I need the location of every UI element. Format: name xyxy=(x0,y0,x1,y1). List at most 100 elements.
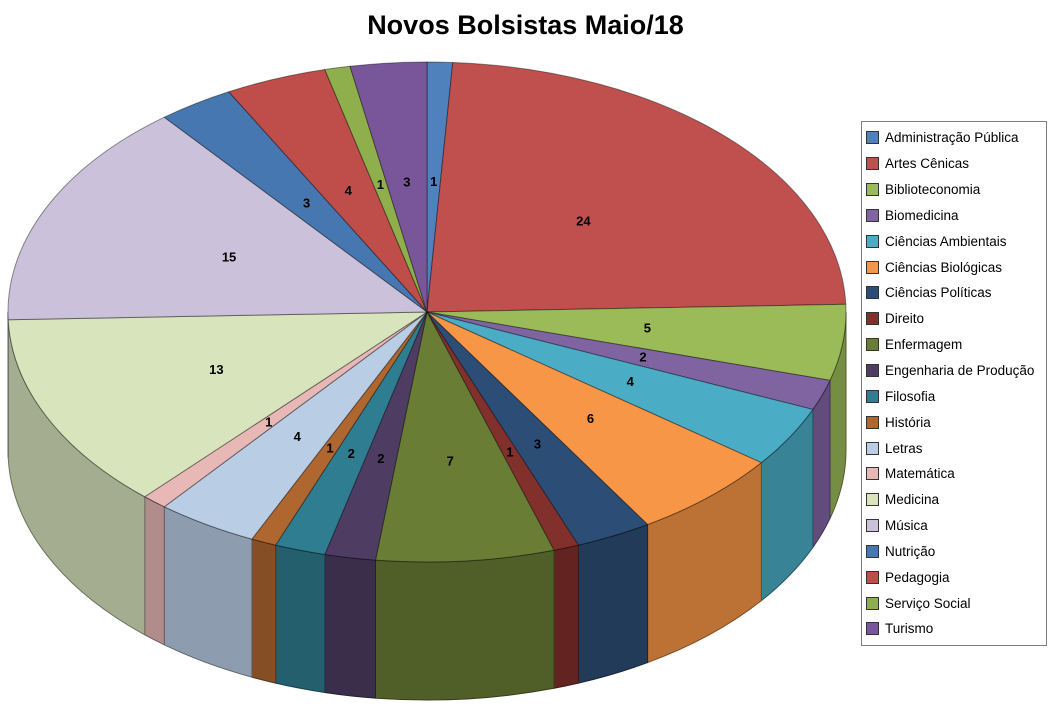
legend-label: Administração Pública xyxy=(885,130,1019,146)
legend-label: Letras xyxy=(885,440,923,456)
pie-slice-wall xyxy=(375,549,555,701)
legend-label: Turismo xyxy=(885,621,934,637)
legend-swatch xyxy=(866,415,879,429)
pie-slice xyxy=(349,61,428,313)
legend-swatch xyxy=(866,596,879,610)
pie-slice xyxy=(375,311,555,563)
legend-label: Pedagogia xyxy=(885,569,950,585)
pie-slice xyxy=(426,311,579,551)
data-label: 1 xyxy=(326,441,333,456)
pie-slice xyxy=(251,311,428,546)
pie-slice-wall xyxy=(275,544,326,694)
legend-label: Nutrição xyxy=(885,543,936,559)
pie-slice xyxy=(275,311,428,555)
pie-slice xyxy=(163,311,428,540)
legend: Administração Pública Artes Cênicas Biblio… xyxy=(861,121,1047,646)
data-label: 1 xyxy=(377,177,384,192)
data-label: 5 xyxy=(644,320,651,335)
pie-slice xyxy=(426,61,454,313)
pie-slice xyxy=(163,91,428,313)
legend-item: História xyxy=(866,409,1042,435)
pie-slice-wall xyxy=(553,544,579,689)
data-label: 1 xyxy=(430,174,437,189)
legend-label: Medicina xyxy=(885,492,940,508)
pie-slice-wall xyxy=(324,553,377,699)
legend-label: Artes Cênicas xyxy=(885,156,970,172)
legend-swatch xyxy=(866,338,879,352)
pie-slice xyxy=(426,303,847,381)
legend-item: Nutrição xyxy=(866,539,1042,565)
legend-item: Biblioteconomia xyxy=(866,177,1042,203)
data-label: 2 xyxy=(348,446,355,461)
legend-item: Administração Pública xyxy=(866,125,1042,151)
legend-label: História xyxy=(885,414,931,430)
pie-slice xyxy=(426,311,814,464)
data-label: 4 xyxy=(294,429,302,444)
pie-slice xyxy=(324,65,428,313)
legend-swatch xyxy=(866,441,879,455)
legend-label: Biomedicina xyxy=(885,207,959,223)
legend-swatch xyxy=(866,544,879,558)
legend-swatch xyxy=(866,157,879,171)
data-label: 2 xyxy=(639,349,646,364)
legend-label: Enfermagem xyxy=(885,337,963,353)
pie-slice xyxy=(426,311,831,410)
pie-slice xyxy=(228,69,428,313)
pie-slice xyxy=(324,311,428,561)
legend-swatch xyxy=(866,622,879,636)
data-label: 6 xyxy=(587,411,594,426)
legend-item: Pedagogia xyxy=(866,564,1042,590)
pie-slice xyxy=(426,61,847,313)
data-label: 13 xyxy=(209,362,223,377)
data-label: 4 xyxy=(345,183,353,198)
chart-title: Novos Bolsistas Maio/18 xyxy=(367,10,684,40)
legend-item: Medicina xyxy=(866,487,1042,513)
legend-item: Matemática xyxy=(866,461,1042,487)
data-label: 3 xyxy=(303,196,310,211)
legend-label: Ciências Biológicas xyxy=(885,259,1003,275)
legend-swatch xyxy=(866,260,879,274)
pie-slice-wall xyxy=(251,538,277,684)
legend-label: Música xyxy=(885,518,928,534)
legend-item: Música xyxy=(866,513,1042,539)
pie-slice xyxy=(426,311,649,546)
legend-item: Engenharia de Produção xyxy=(866,358,1042,384)
data-label: 15 xyxy=(222,250,236,265)
legend-item: Enfermagem xyxy=(866,332,1042,358)
pie-slice xyxy=(7,116,428,321)
legend-label: Matemática xyxy=(885,466,955,482)
legend-swatch xyxy=(866,286,879,300)
pie-slice-wall xyxy=(577,523,649,684)
legend-swatch xyxy=(866,234,879,248)
legend-item: Turismo xyxy=(866,616,1042,642)
data-label: 24 xyxy=(576,214,591,229)
legend-item: Ciências Ambientais xyxy=(866,228,1042,254)
legend-item: Ciências Biológicas xyxy=(866,254,1042,280)
legend-label: Serviço Social xyxy=(885,595,971,611)
legend-swatch xyxy=(866,208,879,222)
data-label: 2 xyxy=(377,451,384,466)
legend-swatch xyxy=(866,519,879,533)
legend-label: Filosofia xyxy=(885,388,936,404)
legend-swatch xyxy=(866,364,879,378)
pie-slice xyxy=(144,311,428,508)
legend-item: Artes Cênicas xyxy=(866,151,1042,177)
data-label: 7 xyxy=(447,453,454,468)
data-label: 3 xyxy=(403,175,410,190)
legend-label: Biblioteconomia xyxy=(885,182,981,198)
legend-item: Direito xyxy=(866,306,1042,332)
legend-swatch xyxy=(866,493,879,507)
legend-swatch xyxy=(866,131,879,145)
data-label: 3 xyxy=(534,436,541,451)
data-label: 1 xyxy=(506,444,513,459)
legend-item: Biomedicina xyxy=(866,203,1042,229)
pie-slice xyxy=(7,311,428,498)
legend-item: Ciências Políticas xyxy=(866,280,1042,306)
legend-swatch xyxy=(866,312,879,326)
data-label: 1 xyxy=(265,414,272,429)
legend-swatch xyxy=(866,570,879,584)
legend-label: Ciências Políticas xyxy=(885,285,992,301)
pie-slice xyxy=(426,311,762,526)
